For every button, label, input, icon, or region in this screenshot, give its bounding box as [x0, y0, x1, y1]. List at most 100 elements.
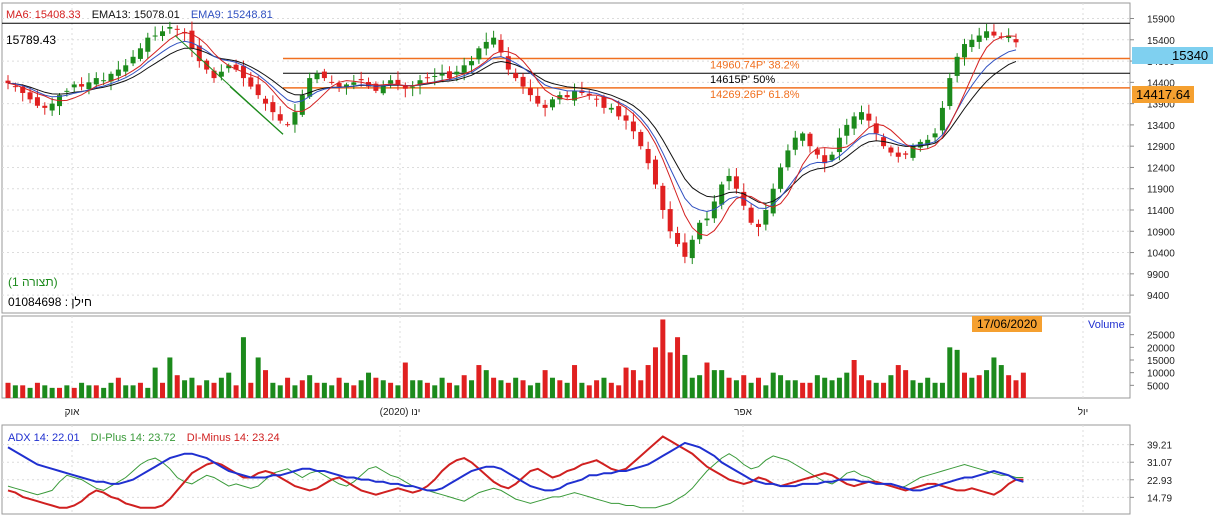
candle-body	[64, 90, 70, 92]
volume-bar	[858, 375, 864, 398]
volume-bar	[108, 382, 114, 398]
volume-bar	[594, 380, 600, 398]
candle-body	[535, 95, 541, 104]
ema9-label: EMA9: 15248.81	[191, 9, 273, 21]
volume-bar	[991, 357, 997, 398]
volume-bar	[93, 385, 99, 398]
price-tick-label: 11400	[1147, 206, 1175, 217]
volume-bar	[248, 382, 254, 398]
candle-body	[336, 83, 342, 87]
volume-bar	[417, 380, 423, 398]
volume-bar	[675, 337, 681, 398]
volume-bar	[711, 370, 717, 398]
candle-body	[424, 77, 430, 79]
volume-bar	[807, 382, 813, 398]
volume-bar	[844, 372, 850, 398]
candle-body	[167, 27, 173, 29]
candle-body	[373, 83, 379, 91]
candle-body	[594, 98, 600, 100]
candle-body	[49, 103, 55, 111]
volume-bar	[476, 365, 482, 398]
volume-bar	[616, 385, 622, 398]
volume-bar	[351, 385, 357, 398]
candle-body	[829, 154, 835, 161]
volume-bar	[27, 387, 33, 398]
candle-body	[969, 39, 975, 48]
candle-body	[218, 71, 224, 77]
candle-body	[108, 73, 114, 82]
volume-bar	[182, 380, 188, 398]
candle-body	[520, 76, 526, 87]
volume-bar	[115, 377, 121, 398]
ema13-line	[7, 47, 1017, 204]
candle-body	[79, 84, 85, 87]
volume-bar	[439, 377, 445, 398]
candle-body	[93, 78, 99, 85]
candle-body	[785, 150, 791, 168]
volume-bar	[211, 382, 217, 398]
candle-body	[660, 185, 666, 210]
candle-body	[189, 30, 195, 49]
volume-bar	[270, 382, 276, 398]
candle-body	[145, 37, 151, 52]
fib-label: 14269.26P' 61.8%	[710, 89, 800, 101]
volume-bar	[461, 375, 467, 398]
candle-body	[42, 105, 48, 108]
volume-bar	[1006, 375, 1012, 398]
candle-body	[491, 37, 497, 45]
candle-body	[527, 88, 533, 96]
volume-bar	[652, 347, 658, 398]
volume-bar	[469, 380, 475, 398]
candle-body	[307, 78, 313, 97]
volume-bar	[491, 377, 497, 398]
volume-bar	[402, 362, 408, 398]
volume-bar	[86, 385, 92, 398]
volume-tick-label: 5000	[1147, 381, 1170, 392]
candle-body	[667, 209, 673, 232]
candle-body	[233, 64, 239, 70]
adx-panel-frame	[1, 424, 1131, 515]
volume-bar	[343, 382, 349, 398]
volume-bar	[233, 385, 239, 398]
candle-body	[564, 95, 570, 98]
candle-body	[410, 86, 416, 88]
volume-bar	[800, 382, 806, 398]
volume-tick-label: 10000	[1147, 369, 1175, 380]
volume-bar	[829, 380, 835, 398]
candle-body	[71, 84, 77, 88]
candle-body	[792, 137, 798, 150]
candle-body	[1013, 39, 1019, 43]
volume-bar	[814, 375, 820, 398]
ma6-name: MA6:	[6, 9, 35, 21]
volume-bar	[204, 380, 210, 398]
price-tick-label: 11900	[1147, 185, 1175, 196]
volume-bar	[947, 347, 953, 398]
fib-price-badge: 14417.64	[1132, 86, 1195, 103]
volume-bar	[307, 375, 313, 398]
candle-body	[130, 56, 136, 64]
candle-body	[248, 77, 254, 87]
price-tick-label: 13400	[1147, 121, 1175, 132]
candle-body	[866, 113, 872, 121]
volume-bar	[557, 380, 563, 398]
candle-body	[925, 139, 931, 145]
candle-body	[961, 44, 967, 58]
volume-bar	[535, 382, 541, 398]
candle-body	[682, 242, 688, 257]
adx-line	[7, 441, 1024, 492]
fib-label: 14960.74P' 38.2%	[710, 59, 800, 71]
volume-bar	[520, 380, 526, 398]
candle-body	[645, 148, 651, 164]
volume-bar	[564, 382, 570, 398]
candle-body	[469, 61, 475, 66]
view-label: (תצורה 1)	[8, 275, 58, 289]
adx-name: ADX 14:	[8, 432, 53, 444]
volume-bar	[755, 377, 761, 398]
volume-bar	[608, 382, 614, 398]
volume-bar	[5, 382, 11, 398]
candle-body	[174, 28, 180, 30]
volume-bar	[446, 382, 452, 398]
candle-body	[123, 65, 129, 72]
volume-bar	[549, 377, 555, 398]
candle-body	[299, 95, 305, 115]
